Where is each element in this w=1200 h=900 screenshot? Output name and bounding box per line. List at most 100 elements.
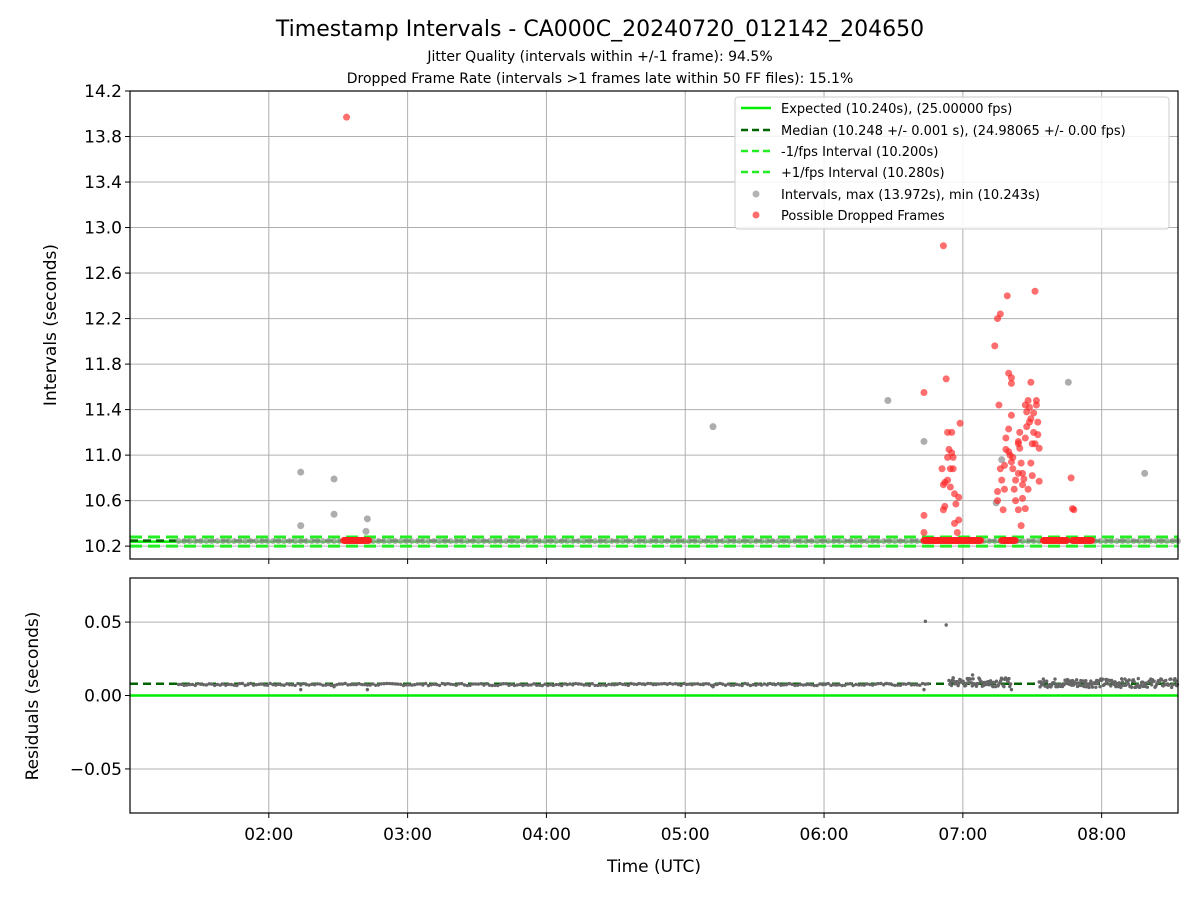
residual-point [1167, 682, 1171, 687]
residual-point [765, 683, 769, 687]
dropped-frame-point [1007, 374, 1015, 382]
interval-point [830, 538, 837, 545]
residual-point [310, 682, 314, 686]
dropped-frame-point [343, 113, 351, 121]
residual-point [235, 683, 239, 688]
dropped-frame-point [1017, 522, 1025, 530]
chart-title: Timestamp Intervals - CA000C_20240720_01… [275, 17, 924, 42]
interval-point [330, 510, 338, 518]
interval-point [986, 538, 993, 545]
residual-point [493, 683, 497, 688]
residual-point [845, 682, 850, 686]
residual-point [601, 683, 606, 687]
interval-point [564, 538, 571, 545]
residuals-y-label: Residuals (seconds) [23, 612, 43, 781]
residual-point [176, 682, 181, 687]
residual-point [354, 682, 358, 687]
interval-point [680, 538, 687, 545]
residual-point [268, 681, 272, 686]
residual-point [515, 683, 519, 687]
residual-point [1136, 676, 1141, 681]
interval-point [497, 538, 504, 545]
interval-point [264, 538, 271, 545]
residual-point [751, 683, 755, 687]
residual-point [868, 682, 872, 687]
interval-point [725, 538, 732, 545]
residual-point [401, 683, 406, 688]
residual-point [909, 683, 914, 687]
residual-point [290, 683, 295, 687]
residual-point [182, 683, 186, 688]
residual-point [715, 682, 719, 687]
residual-point [809, 683, 814, 687]
residual-point [590, 681, 594, 686]
residual-point [299, 687, 303, 692]
dropped-frame-point [1028, 472, 1036, 480]
residual-point [1008, 684, 1012, 689]
residual-point [332, 684, 336, 689]
residual-point [759, 683, 764, 687]
intervals-y-tick-label: 13.0 [84, 219, 122, 239]
dropped-frame-point [1067, 474, 1075, 482]
residuals-plot: −0.050.000.05 02:00 03:00 04:00 05:00 06:00 0… [23, 577, 1180, 877]
interval-point [902, 538, 909, 545]
interval-point [403, 538, 410, 545]
residual-point [974, 684, 979, 688]
chart-subtitle-dropped: Dropped Frame Rate (intervals >1 frames … [347, 71, 854, 87]
interval-point [447, 538, 454, 545]
interval-point [558, 538, 565, 545]
interval-point [841, 538, 848, 545]
residual-point [693, 682, 697, 686]
residual-point [254, 682, 259, 687]
interval-point [197, 538, 204, 545]
interval-point [709, 423, 717, 431]
interval-point [1030, 538, 1037, 545]
dropped-frame-point [995, 401, 1003, 409]
interval-point [847, 538, 854, 545]
residual-point [862, 683, 866, 687]
residual-point [485, 682, 489, 686]
residual-point [559, 683, 564, 688]
dropped-frame-point [1000, 461, 1008, 469]
residual-point [251, 683, 256, 687]
interval-point [492, 538, 499, 545]
legend-label-minus-interval: -1/fps Interval (10.200s) [781, 145, 938, 160]
intervals-y-tick-label: 10.6 [84, 492, 122, 512]
dropped-frame-point [1012, 497, 1020, 505]
residual-point [326, 682, 331, 687]
residual-point [532, 682, 536, 686]
residual-point [971, 677, 975, 681]
residual-point [260, 682, 264, 686]
residual-point [1006, 679, 1010, 684]
residual-point [726, 682, 730, 686]
residual-point [1090, 685, 1095, 689]
residual-point [640, 682, 644, 686]
residual-point [912, 683, 916, 687]
dropped-frame-point [1063, 536, 1071, 544]
residual-point [926, 682, 930, 686]
dropped-frame-point [1012, 476, 1020, 484]
interval-point [1019, 538, 1026, 545]
residual-point [518, 682, 522, 687]
interval-point [392, 538, 399, 545]
interval-point [547, 538, 554, 545]
residual-point [457, 682, 461, 686]
residual-point [226, 682, 231, 687]
residual-point [526, 683, 531, 687]
residual-point [865, 682, 869, 686]
interval-point [1147, 538, 1154, 545]
intervals-y-tick-label: 13.8 [84, 128, 122, 148]
interval-point [608, 538, 615, 545]
dropped-frame-point [1007, 379, 1015, 387]
residual-point [365, 683, 370, 687]
interval-point [897, 538, 904, 545]
residuals-points [176, 619, 1180, 692]
interval-point [330, 475, 338, 483]
residual-point [351, 682, 356, 687]
residual-point [793, 683, 797, 688]
interval-point [836, 538, 843, 545]
residual-point [890, 682, 894, 687]
interval-point [1141, 538, 1148, 545]
interval-point [208, 538, 215, 545]
intervals-y-tick-label: 11.8 [84, 355, 122, 375]
